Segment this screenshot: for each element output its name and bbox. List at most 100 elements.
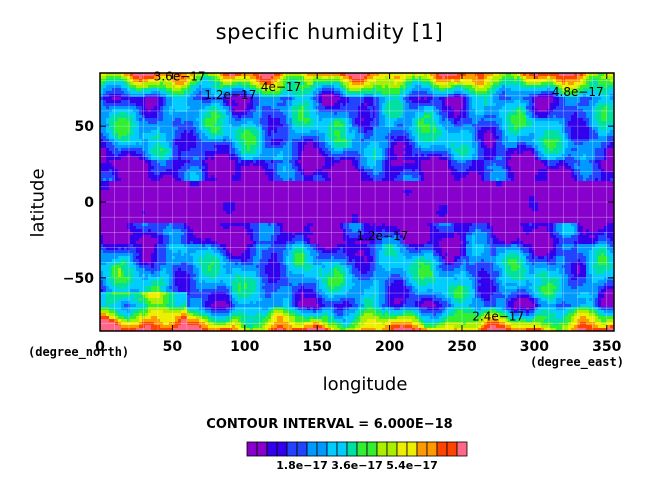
field-cell xyxy=(214,307,218,311)
field-cell xyxy=(181,139,185,143)
field-cell xyxy=(160,307,164,311)
field-cell xyxy=(157,211,161,215)
field-cell xyxy=(202,319,206,323)
field-cell xyxy=(244,115,248,119)
field-cell xyxy=(208,268,212,272)
field-cell xyxy=(103,109,107,113)
field-cell xyxy=(154,163,158,167)
field-cell xyxy=(256,172,260,176)
field-cell xyxy=(211,166,215,170)
field-cell xyxy=(154,304,158,308)
field-cell xyxy=(262,76,266,80)
field-cell xyxy=(154,235,158,239)
field-cell xyxy=(181,259,185,263)
field-cell xyxy=(202,157,206,161)
field-cell xyxy=(265,88,269,92)
field-cell xyxy=(256,115,260,119)
field-cell xyxy=(115,184,119,188)
field-cell xyxy=(208,265,212,269)
field-cell xyxy=(133,91,137,95)
field-cell xyxy=(262,223,266,227)
field-cell xyxy=(163,199,167,203)
field-cell xyxy=(241,235,245,239)
field-cell xyxy=(160,196,164,200)
field-cell xyxy=(133,244,137,248)
field-cell xyxy=(202,154,206,158)
field-cell xyxy=(181,244,185,248)
field-cell xyxy=(193,271,197,275)
field-cell xyxy=(196,325,200,329)
field-cell xyxy=(205,319,209,323)
field-cell xyxy=(271,88,275,92)
field-cell xyxy=(166,253,170,257)
field-cell xyxy=(148,214,152,218)
field-cell xyxy=(166,217,170,221)
field-cell xyxy=(181,133,185,137)
field-cell xyxy=(223,235,227,239)
field-cell xyxy=(139,94,143,98)
field-cell xyxy=(184,208,188,212)
field-cell xyxy=(253,283,257,287)
field-cell xyxy=(109,310,113,314)
field-cell xyxy=(262,85,266,89)
field-cell xyxy=(127,154,131,158)
field-cell xyxy=(268,304,272,308)
field-cell xyxy=(238,142,242,146)
field-cell xyxy=(217,199,221,203)
field-cell xyxy=(118,211,122,215)
field-cell xyxy=(247,322,251,326)
field-cell xyxy=(178,142,182,146)
field-cell xyxy=(118,133,122,137)
field-cell xyxy=(121,133,125,137)
field-cell xyxy=(127,88,131,92)
field-cell xyxy=(223,118,227,122)
field-cell xyxy=(184,322,188,326)
field-cell xyxy=(217,325,221,329)
field-cell xyxy=(157,142,161,146)
field-cell xyxy=(220,175,224,179)
field-cell xyxy=(247,235,251,239)
field-cell xyxy=(235,271,239,275)
field-cell xyxy=(115,181,119,185)
field-cell xyxy=(208,193,212,197)
field-cell xyxy=(184,310,188,314)
field-cell xyxy=(202,247,206,251)
field-cell xyxy=(163,208,167,212)
field-cell xyxy=(262,166,266,170)
field-cell xyxy=(187,265,191,269)
field-cell xyxy=(250,97,254,101)
field-cell xyxy=(121,268,125,272)
field-cell xyxy=(100,235,104,239)
field-cell xyxy=(214,289,218,293)
field-cell xyxy=(157,226,161,230)
field-cell xyxy=(235,253,239,257)
field-cell xyxy=(241,271,245,275)
field-cell xyxy=(205,154,209,158)
field-cell xyxy=(178,298,182,302)
field-cell xyxy=(271,226,275,230)
field-cell xyxy=(181,190,185,194)
field-cell xyxy=(172,211,176,215)
field-cell xyxy=(241,139,245,143)
field-cell xyxy=(130,214,134,218)
field-cell xyxy=(241,169,245,173)
field-cell xyxy=(103,97,107,101)
field-cell xyxy=(136,301,140,305)
field-cell xyxy=(253,100,257,104)
field-cell xyxy=(145,166,149,170)
field-cell xyxy=(160,238,164,242)
field-cell xyxy=(241,292,245,296)
field-cell xyxy=(193,193,197,197)
field-cell xyxy=(253,268,257,272)
field-cell xyxy=(154,292,158,296)
field-cell xyxy=(220,259,224,263)
field-cell xyxy=(202,280,206,284)
field-cell xyxy=(145,79,149,83)
field-cell xyxy=(211,247,215,251)
field-cell xyxy=(184,169,188,173)
field-cell xyxy=(133,133,137,137)
field-cell xyxy=(205,238,209,242)
field-cell xyxy=(265,193,269,197)
field-cell xyxy=(139,232,143,236)
field-cell xyxy=(268,103,272,107)
